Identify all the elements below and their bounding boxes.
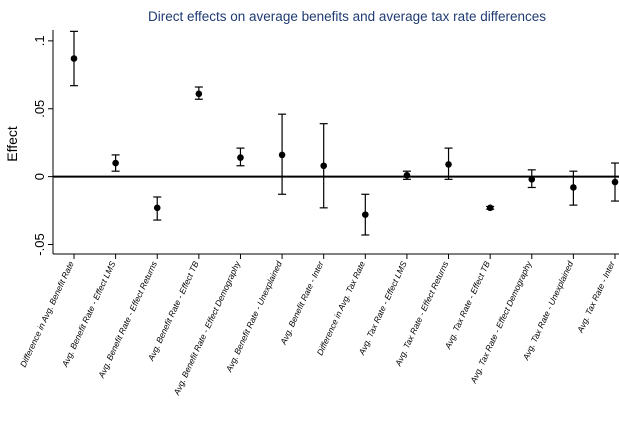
- x-tick-label: Avg. Tax Rate - Inter: [575, 259, 618, 335]
- y-axis-label: Effect: [4, 126, 20, 162]
- data-point: [278, 151, 286, 159]
- data-point: [195, 90, 203, 98]
- x-tick-label: Avg. Tax Rate - Effect LMS: [356, 259, 409, 357]
- data-point: [153, 204, 161, 212]
- data-point: [112, 159, 119, 167]
- data-point: [362, 211, 369, 218]
- data-point: [320, 162, 327, 170]
- data-point: [237, 154, 244, 161]
- data-point: [528, 176, 536, 183]
- y-tick-label: -.05: [32, 233, 47, 255]
- data-point: [445, 161, 452, 168]
- y-tick-label: 0: [32, 173, 47, 180]
- x-tick-label: Difference in Avg. Tax Rate: [315, 259, 368, 357]
- x-tick-label: Avg. Benefit Rate - Inter: [278, 259, 326, 347]
- chart-title: Direct effects on average benefits and a…: [148, 9, 546, 24]
- data-point: [486, 204, 494, 212]
- data-point: [403, 171, 411, 179]
- x-tick-label: Avg. Tax Rate - Effect TB: [442, 259, 492, 351]
- y-tick-label: .1: [32, 35, 47, 46]
- data-point: [611, 178, 619, 186]
- y-tick-label: .05: [32, 100, 47, 118]
- data-point: [70, 55, 78, 62]
- data-point: [570, 184, 577, 191]
